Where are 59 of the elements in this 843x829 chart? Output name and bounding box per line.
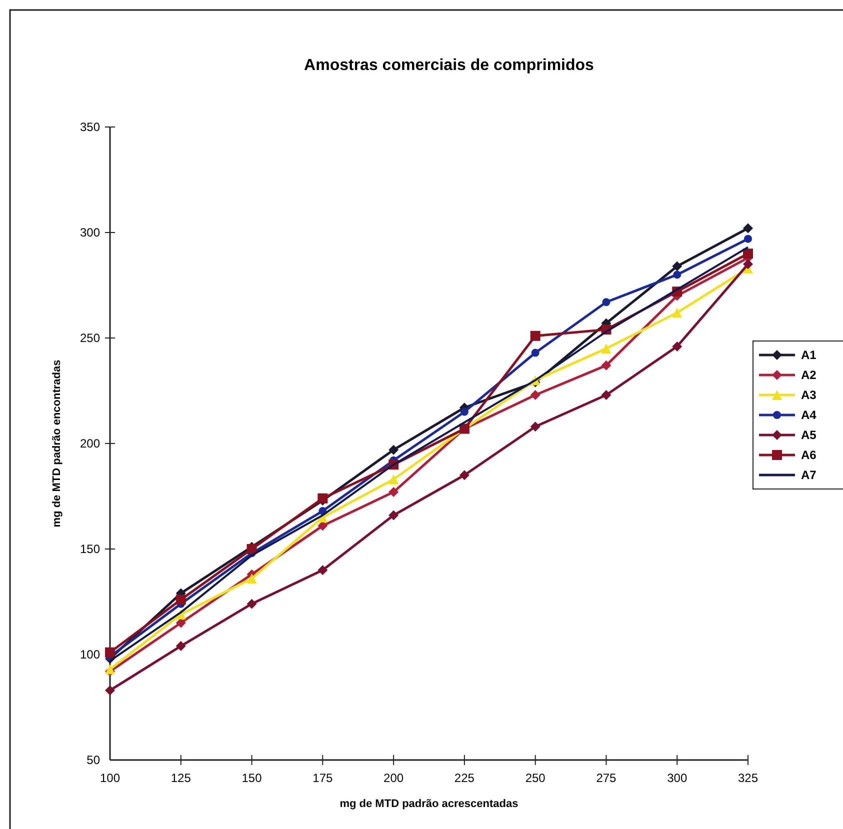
point [176, 618, 186, 628]
point [105, 647, 115, 658]
x-tick-label: 200 [384, 771, 404, 785]
point [530, 422, 540, 432]
y-tick-label: 350 [80, 120, 100, 134]
x-tick-label: 150 [242, 771, 262, 785]
point [388, 487, 399, 498]
point [673, 270, 682, 279]
point [459, 470, 470, 480]
point [672, 308, 682, 318]
legend-label: A3 [801, 388, 817, 402]
point [246, 574, 257, 584]
x-tick-label: 250 [525, 771, 546, 785]
point [246, 544, 257, 554]
y-tick-label: 100 [80, 648, 100, 662]
point [530, 330, 540, 341]
point [460, 408, 468, 416]
point [318, 565, 328, 576]
x-tick-label: 125 [170, 771, 192, 785]
point [743, 259, 753, 270]
point [246, 598, 257, 609]
point [743, 223, 753, 234]
point [388, 474, 399, 484]
point [672, 261, 682, 272]
legend-label: A6 [801, 448, 817, 462]
point [744, 234, 752, 243]
legend-label: A7 [801, 468, 817, 482]
y-tick-label: 150 [80, 542, 100, 556]
point [602, 298, 610, 306]
x-axis-title: mg de MTD padrão acrescentadas [340, 798, 518, 810]
point [530, 390, 540, 400]
legend-label: A2 [801, 368, 817, 382]
point [176, 641, 186, 652]
legend-label: A5 [801, 428, 817, 442]
y-axis-title: mg de MTD padrão encontradas [51, 360, 63, 528]
point [601, 390, 612, 400]
y-tick-label: 300 [80, 226, 100, 240]
y-tick-label: 50 [86, 753, 100, 768]
point [531, 348, 540, 357]
x-tick-label: 300 [667, 771, 688, 785]
point [318, 520, 328, 531]
x-tick-label: 175 [312, 771, 333, 785]
legend-label: A4 [801, 408, 817, 422]
y-tick-label: 250 [80, 331, 100, 346]
point [743, 248, 753, 259]
point [601, 360, 612, 370]
legend-label: A1 [801, 348, 817, 362]
x-tick-label: 225 [454, 771, 475, 785]
point [105, 685, 115, 696]
chart-title: Amostras comerciais de comprimidos [304, 57, 594, 74]
point [388, 444, 399, 455]
x-tick-label: 275 [596, 771, 617, 785]
x-tick-label: 100 [100, 771, 120, 785]
y-tick-label: 200 [80, 436, 100, 451]
x-tick-label: 325 [738, 771, 758, 785]
point [672, 341, 682, 352]
point [176, 594, 186, 605]
point [601, 344, 612, 354]
point [388, 510, 399, 520]
